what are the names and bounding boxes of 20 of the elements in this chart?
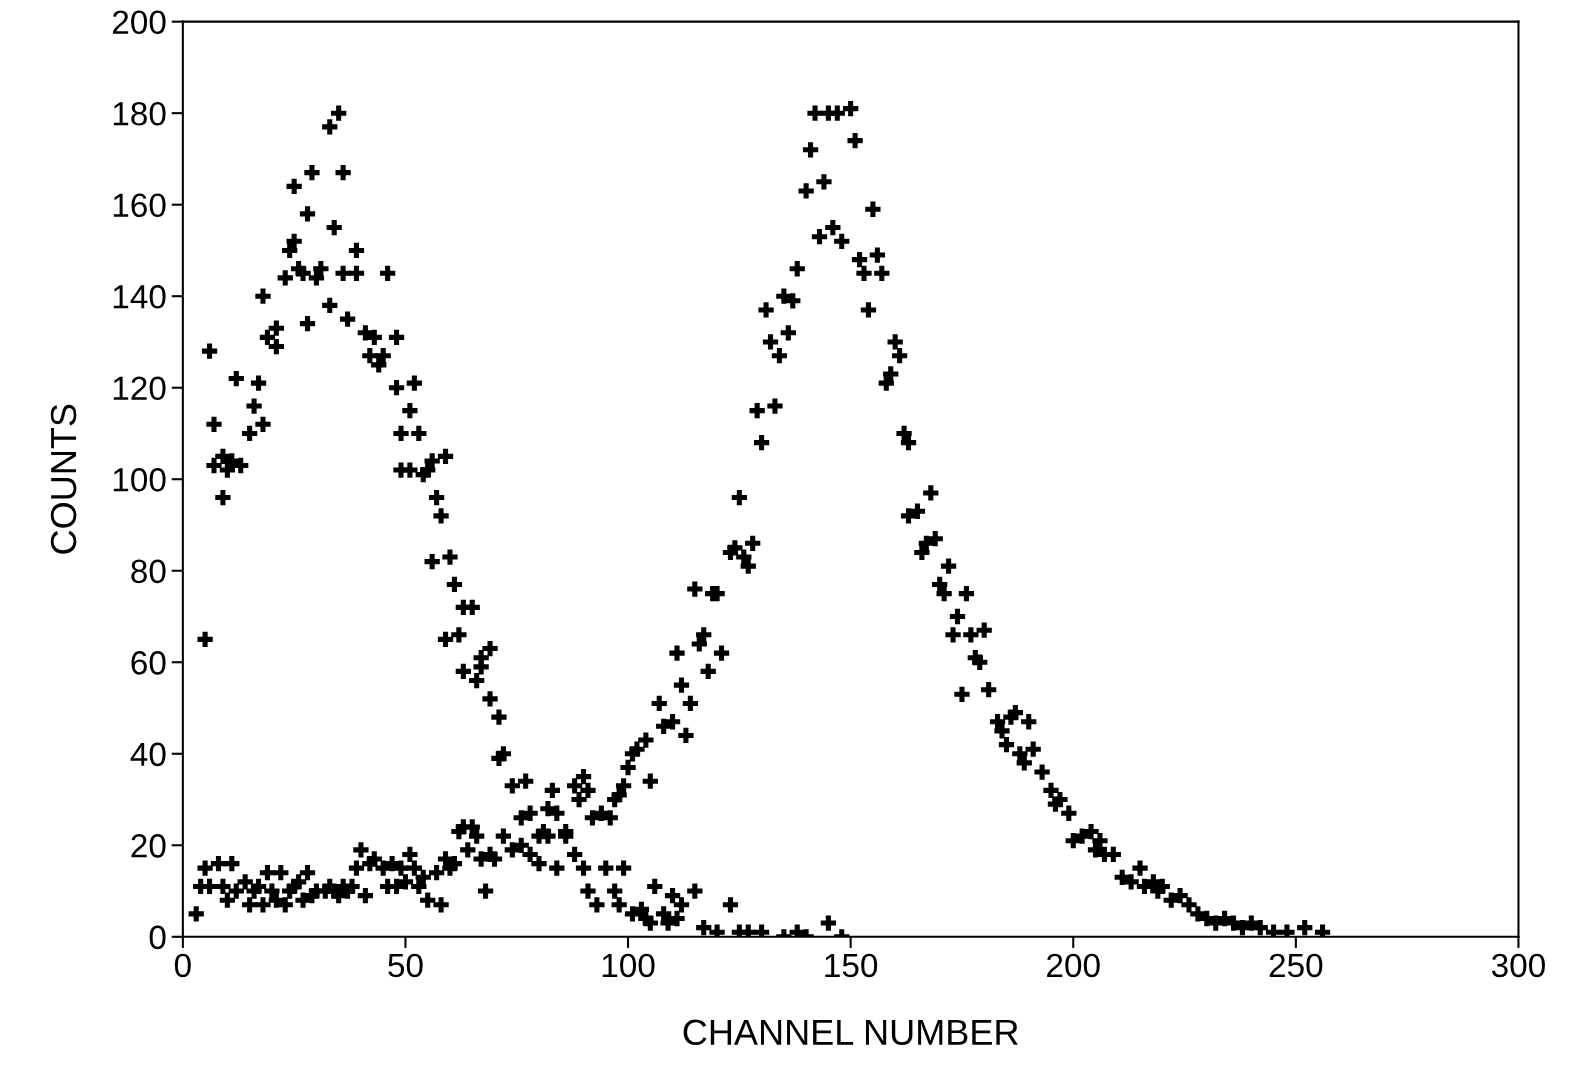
y-tick-label: 120 [113,376,166,401]
x-tick-label: 100 [602,953,655,978]
y-tick-label: 200 [112,10,166,35]
y-tick-label: 80 [131,559,166,584]
x-axis-title: CHANNEL NUMBER [683,1019,1018,1046]
y-tick-label: 180 [113,101,166,126]
y-tick-label: 100 [113,468,166,492]
y-tick-label: 20 [131,834,166,858]
y-axis-title: COUNTS [50,404,77,554]
y-tick-label: 40 [130,742,166,767]
x-tick-label: 300 [1491,953,1545,978]
y-tick-label: 60 [131,651,166,675]
x-tick-label: 250 [1269,953,1323,978]
y-tick-label: 160 [113,193,166,218]
x-tick-label: 150 [825,953,878,978]
x-tick-label: 0 [174,953,191,978]
y-tick-label: 0 [149,925,166,950]
y-tick-label: 140 [113,285,166,309]
x-tick-label: 200 [1047,953,1100,978]
x-tick-label: 50 [388,953,423,978]
